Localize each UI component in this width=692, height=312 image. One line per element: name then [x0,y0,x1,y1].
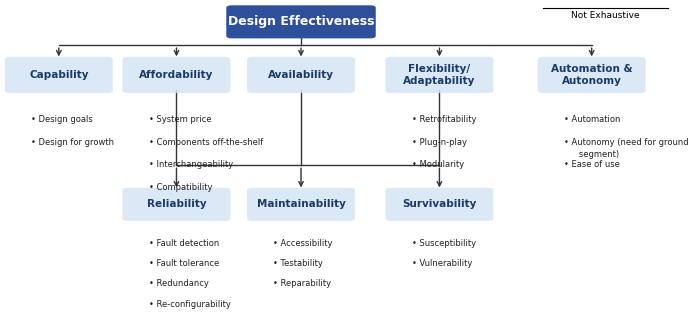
Text: • Autonomy (need for ground: • Autonomy (need for ground [564,138,689,147]
Text: Automation &
Autonomy: Automation & Autonomy [551,64,632,86]
Text: Reliability: Reliability [147,199,206,209]
Text: • Vulnerability: • Vulnerability [412,259,472,268]
Text: • System price: • System price [149,115,211,124]
Text: • Design for growth: • Design for growth [31,138,114,147]
Text: • Redundancy: • Redundancy [149,279,209,288]
FancyBboxPatch shape [122,188,230,221]
Text: Not Exhaustive: Not Exhaustive [571,11,640,20]
FancyBboxPatch shape [226,5,376,38]
Text: • Design goals: • Design goals [31,115,93,124]
FancyBboxPatch shape [538,57,646,93]
Text: • Fault detection: • Fault detection [149,239,219,248]
Text: • Components off-the-shelf: • Components off-the-shelf [149,138,263,147]
FancyBboxPatch shape [247,188,355,221]
FancyBboxPatch shape [247,57,355,93]
Text: • Automation: • Automation [564,115,620,124]
Text: • Retrofitability: • Retrofitability [412,115,476,124]
Text: • Reparability: • Reparability [273,279,331,288]
Text: • Compatibility: • Compatibility [149,183,212,192]
Text: Flexibility/
Adaptability: Flexibility/ Adaptability [403,64,475,86]
Text: Maintainability: Maintainability [257,199,345,209]
Text: segment): segment) [571,150,619,159]
FancyBboxPatch shape [5,57,113,93]
Text: • Fault tolerance: • Fault tolerance [149,259,219,268]
FancyBboxPatch shape [385,57,493,93]
Text: Survivability: Survivability [402,199,477,209]
Text: • Re-configurability: • Re-configurability [149,300,230,309]
Text: Affordability: Affordability [139,70,214,80]
FancyBboxPatch shape [122,57,230,93]
Text: • Interchangeability: • Interchangeability [149,160,233,169]
Text: Availability: Availability [268,70,334,80]
Text: • Plug-n-play: • Plug-n-play [412,138,466,147]
Text: Design Effectiveness: Design Effectiveness [228,15,374,28]
Text: • Testability: • Testability [273,259,323,268]
Text: • Ease of use: • Ease of use [564,160,620,169]
Text: Capability: Capability [29,70,89,80]
FancyBboxPatch shape [385,188,493,221]
Text: • Modularity: • Modularity [412,160,464,169]
Text: • Susceptibility: • Susceptibility [412,239,476,248]
Text: • Accessibility: • Accessibility [273,239,333,248]
